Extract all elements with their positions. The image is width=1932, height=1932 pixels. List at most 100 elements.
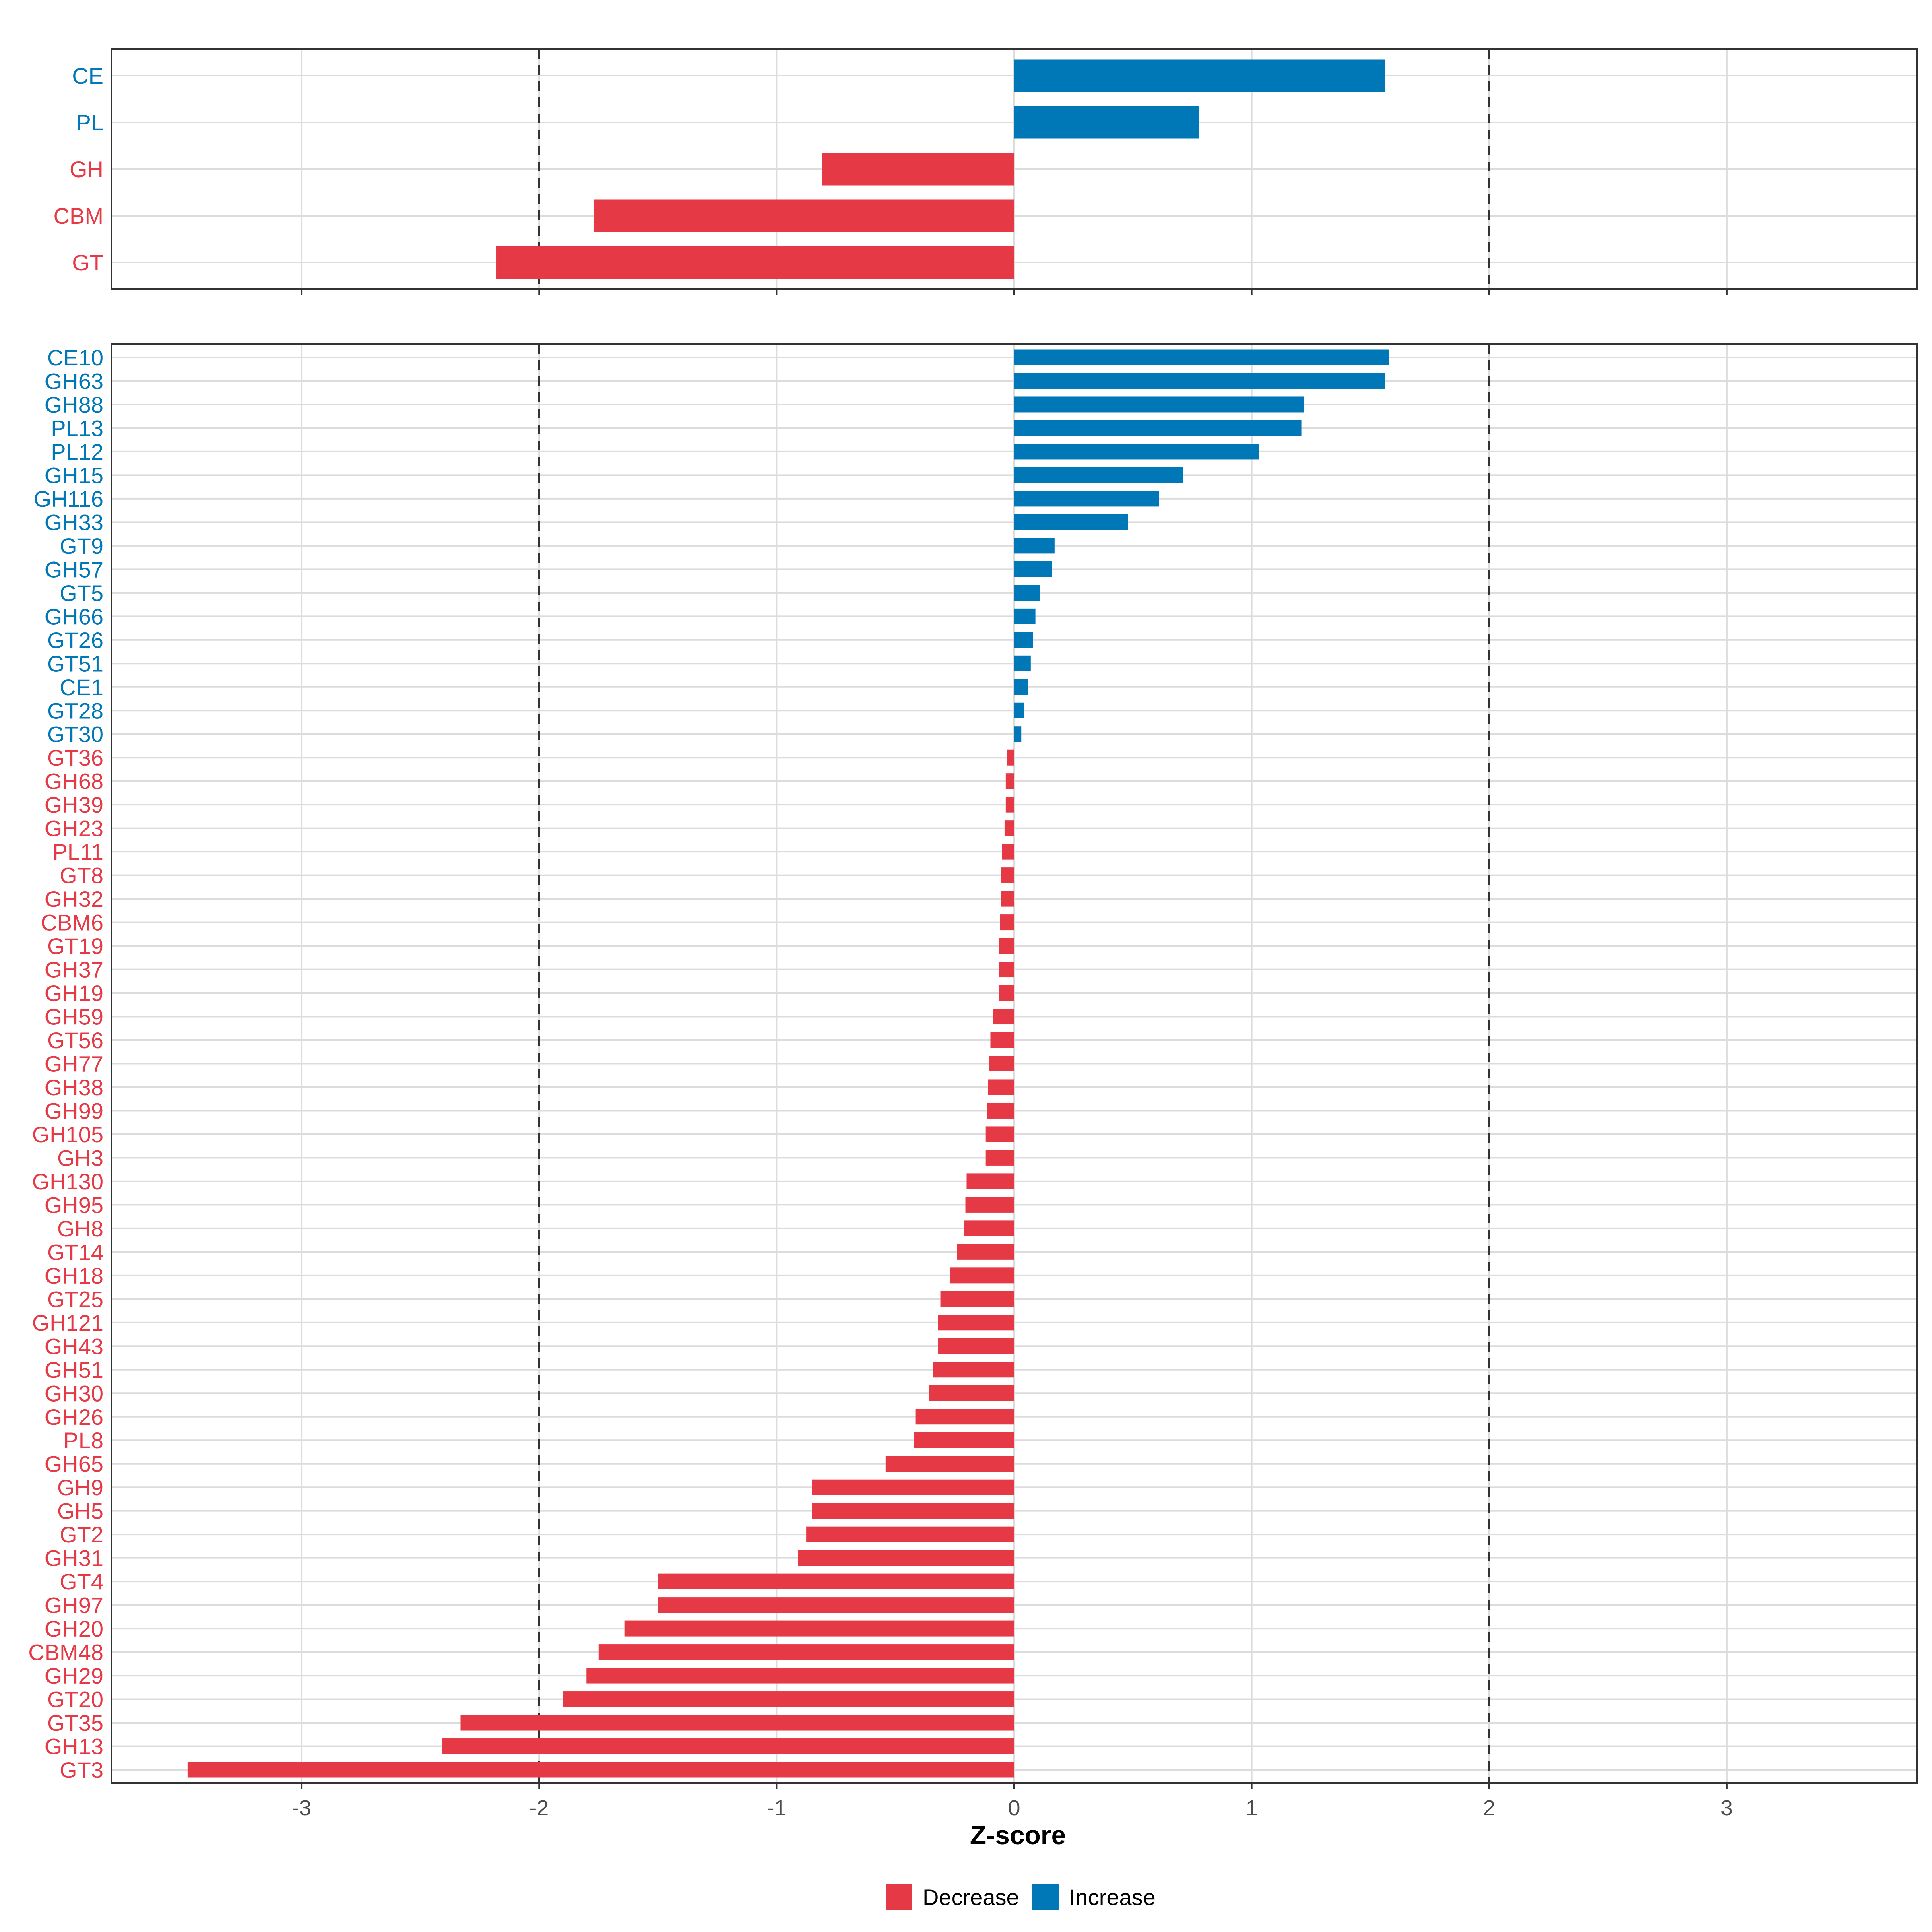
bar-gh31 [798,1550,1014,1566]
category-label: GT26 [47,627,103,653]
category-label: GH31 [45,1546,103,1571]
category-label: GH13 [45,1734,103,1759]
bar-cbm6 [1000,914,1014,931]
bar-gh63 [1014,373,1385,389]
category-label: GT [72,250,103,275]
category-label: GT5 [60,580,103,606]
bar-pl13 [1014,420,1302,436]
category-label: GH20 [45,1616,103,1641]
bar-gt35 [460,1715,1014,1731]
x-tick-label: 0 [1008,1796,1020,1820]
category-label: GH30 [45,1381,103,1406]
category-label: CE10 [47,345,103,370]
legend-swatch-increase [1032,1884,1059,1910]
bar-gh130 [966,1173,1014,1189]
bar-gh5 [812,1503,1014,1519]
bar-gt51 [1014,655,1031,671]
bar-pl [1014,106,1199,139]
bar-gt8 [1001,867,1014,883]
category-label: GH65 [45,1451,103,1477]
category-label: GH57 [45,557,103,582]
category-label: GH37 [45,957,103,983]
bar-gt30 [1014,726,1022,742]
category-label: GH [70,157,103,182]
bar-gh88 [1014,396,1304,413]
bar-gh65 [886,1456,1014,1472]
bar-ce1 [1014,679,1028,695]
bar-gh13 [442,1738,1014,1754]
category-label: GH26 [45,1404,103,1430]
bar-gh99 [987,1102,1014,1119]
bar-ce [1014,59,1385,92]
bar-gt36 [1007,749,1014,766]
bar-gh26 [915,1409,1014,1425]
bar-gt20 [563,1691,1014,1707]
category-label: GH15 [45,462,103,488]
bar-gh105 [985,1126,1014,1142]
category-label: PL8 [63,1428,103,1453]
x-tick-label: -2 [529,1796,549,1820]
category-label: GH33 [45,510,103,535]
category-label: GT56 [47,1028,103,1053]
bar-gh19 [999,985,1014,1001]
category-label: GH116 [34,486,103,512]
category-label: GH97 [45,1593,103,1618]
category-label: GT14 [47,1239,103,1265]
category-label: CE1 [60,675,103,700]
category-label: GH5 [57,1499,103,1524]
category-label: GH63 [45,368,103,394]
bar-gh57 [1014,561,1052,577]
category-label: GH77 [45,1051,103,1077]
category-label: GT51 [47,651,103,676]
bottom-panel: CE10GH63GH88PL13PL12GH15GH116GH33GT9GH57… [28,343,1918,1820]
bar-gt25 [940,1291,1014,1307]
bar-gt26 [1014,632,1033,648]
category-label: GT4 [60,1569,103,1594]
bar-gh121 [938,1315,1014,1331]
category-label: GH68 [45,769,103,794]
bar-gh32 [1001,891,1014,907]
category-label: GH9 [57,1475,103,1500]
category-label: GH99 [45,1098,103,1123]
category-label: GT25 [47,1286,103,1312]
category-label: GH88 [45,392,103,417]
category-label: GT9 [60,533,103,559]
category-label: CBM6 [41,910,103,935]
bar-gt4 [658,1573,1014,1589]
bar-gh [822,153,1014,186]
bar-gh95 [965,1197,1014,1213]
bar-gh23 [1004,820,1014,836]
category-label: GH29 [45,1663,103,1688]
category-label: GH43 [45,1333,103,1359]
bar-gh9 [812,1479,1014,1495]
bar-gt3 [187,1762,1014,1778]
category-label: GH130 [32,1169,103,1194]
bar-gt14 [957,1244,1014,1260]
category-label: CBM48 [28,1640,103,1665]
bar-gh51 [933,1362,1014,1378]
category-label: GT19 [47,933,103,959]
bar-gh116 [1014,491,1159,507]
bar-gh38 [988,1079,1014,1095]
category-label: GH23 [45,816,103,841]
category-label: GH105 [32,1122,103,1147]
bar-gh8 [964,1220,1014,1236]
category-label: GH51 [45,1357,103,1383]
bar-gh43 [938,1338,1014,1354]
category-label: GT35 [47,1710,103,1736]
top-panel: CE PL GH CBM GT [54,48,1918,295]
bar-gh33 [1014,514,1128,530]
bar-pl12 [1014,444,1259,460]
x-tick-label: 2 [1483,1796,1495,1820]
bar-gh18 [950,1267,1014,1284]
category-label: GT30 [47,722,103,747]
category-label: GH95 [45,1192,103,1218]
category-label: CE [72,63,103,89]
x-tick-label: 3 [1721,1796,1733,1820]
bar-gh97 [658,1597,1014,1613]
bar-gh59 [993,1009,1014,1025]
category-label: GT2 [60,1522,103,1547]
bar-gt56 [990,1032,1014,1048]
category-label: GH3 [57,1145,103,1170]
